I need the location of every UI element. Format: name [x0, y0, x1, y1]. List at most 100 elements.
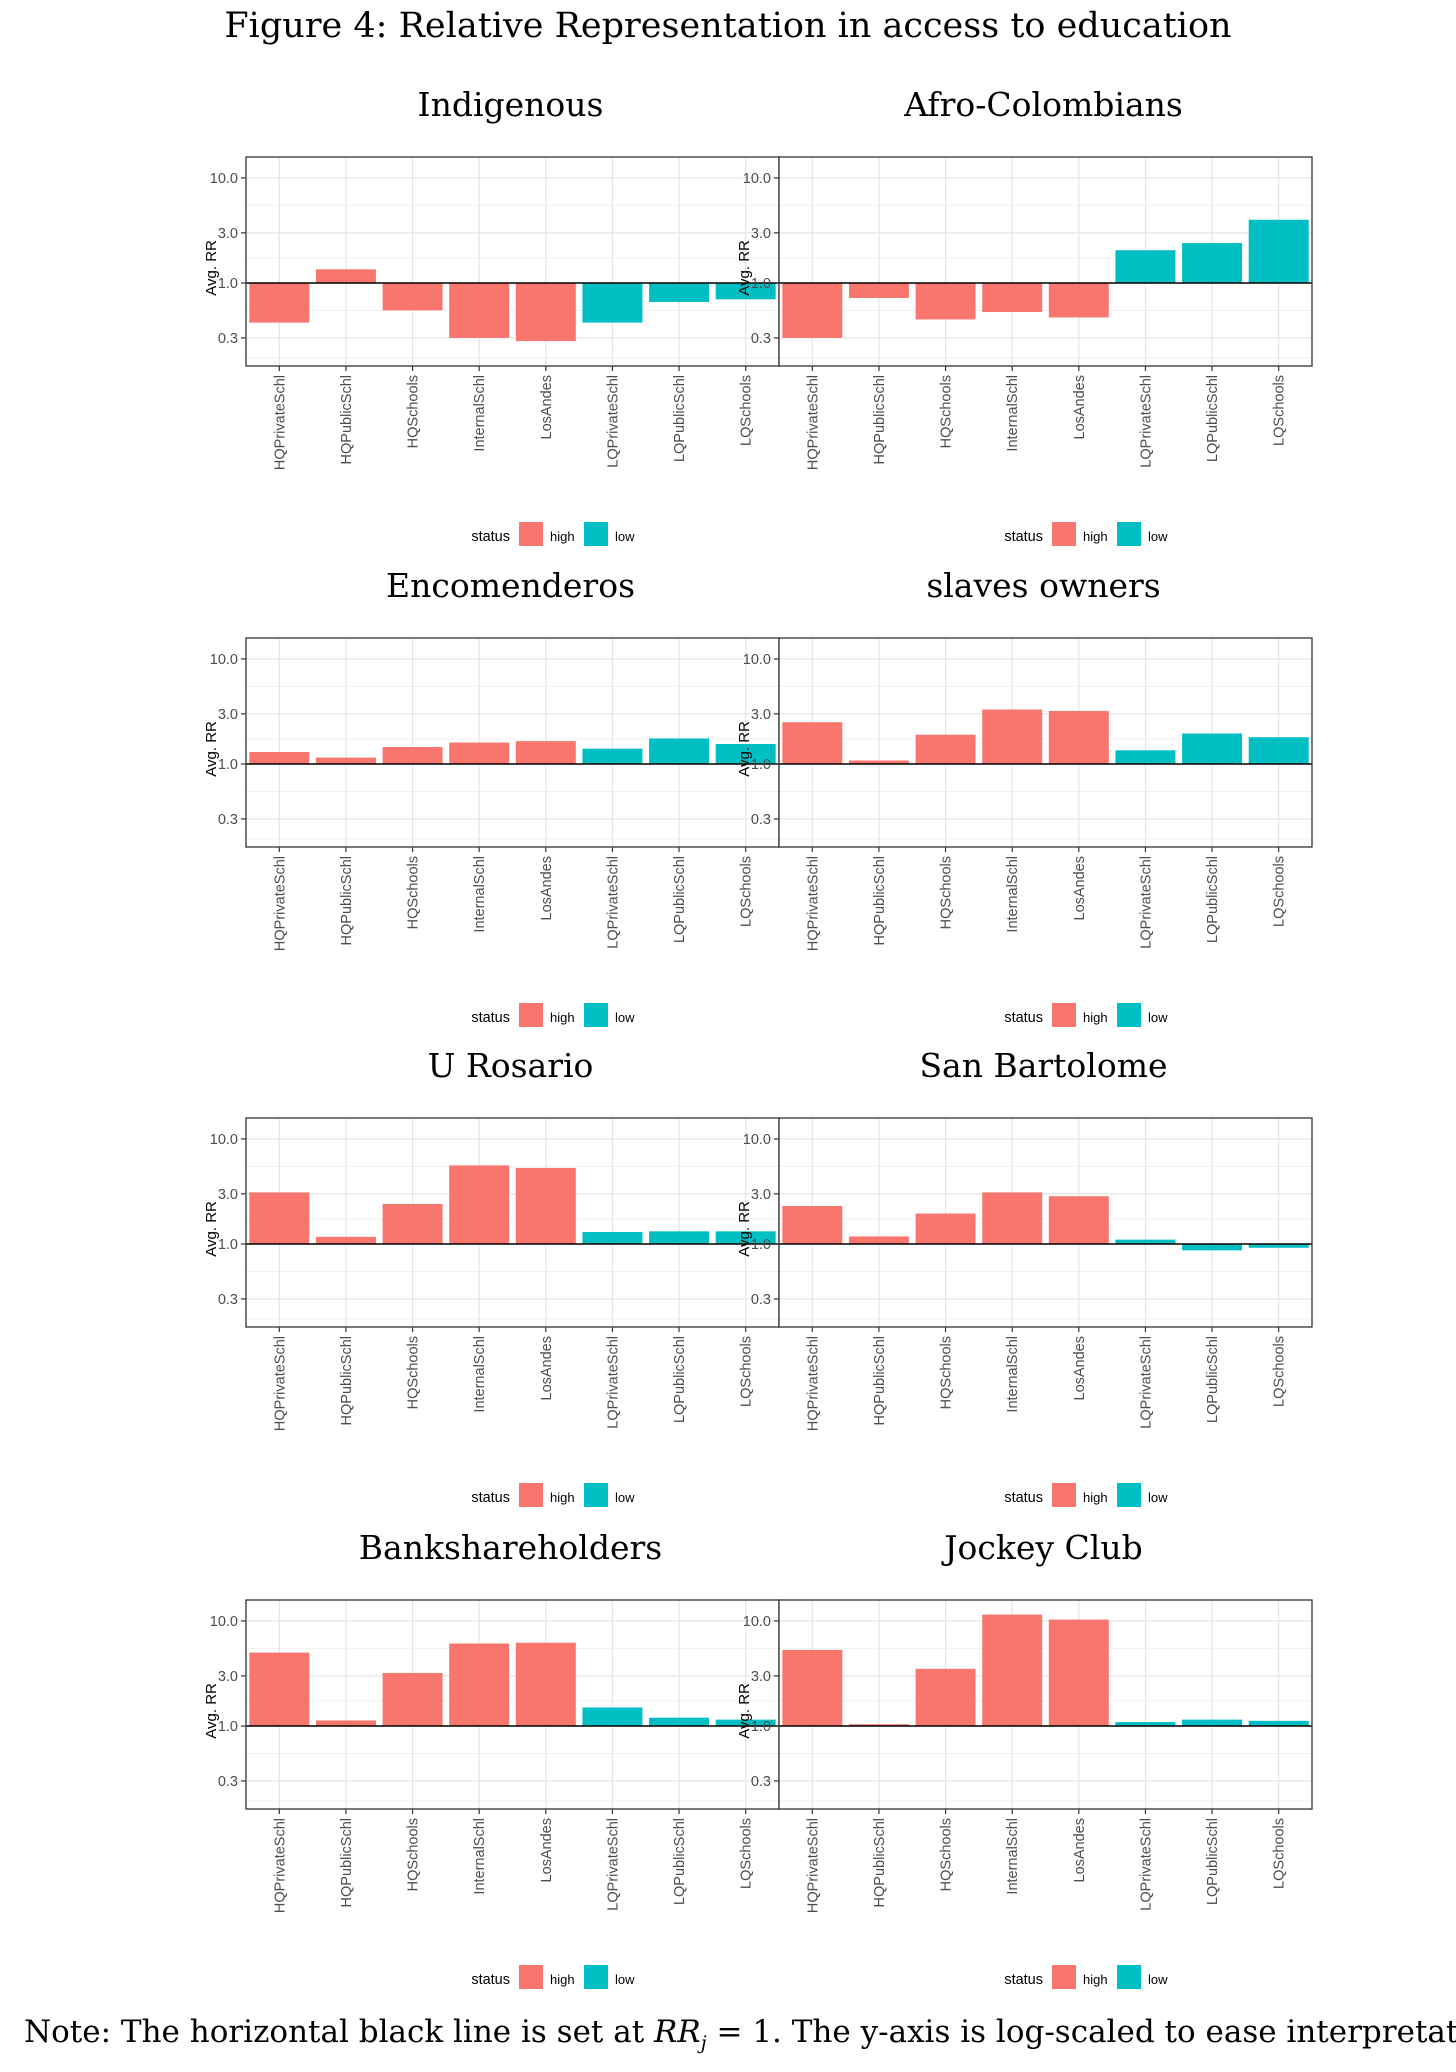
y-axis-title: Avg. RR	[203, 1683, 220, 1739]
y-tick-label: 10.0	[210, 652, 238, 668]
bar-HQSchools	[915, 1213, 976, 1244]
plot-background	[246, 1118, 779, 1327]
x-tick-label: InternalSchl	[1005, 1336, 1021, 1413]
x-tick-label: LosAndes	[539, 856, 555, 921]
note-math-sub: j	[700, 2032, 707, 2055]
bar-HQPrivateSchl	[782, 722, 843, 764]
x-tick-label: HQPublicSchl	[339, 375, 355, 464]
plot-border	[778, 156, 1313, 367]
bar-HQSchools	[915, 734, 976, 764]
chart-panel-4: slaves owners 10.0 3.0 1.0 0.3 HQPrivateSchl H…	[736, 566, 1313, 1027]
y-tick-label: 0.3	[751, 1292, 771, 1308]
legend-label-high: high	[550, 1490, 575, 1505]
x-tick-label: InternalSchl	[472, 1336, 488, 1413]
panel-title: Afro-Colombians	[903, 85, 1183, 124]
y-axis-title: Avg. RR	[736, 240, 753, 296]
bar-LQSchools	[715, 1719, 776, 1726]
bar-InternalSchl	[982, 283, 1043, 312]
x-tick-label: LosAndes	[1072, 1818, 1088, 1883]
x-tick-label: InternalSchl	[1005, 375, 1021, 452]
bar-LQPrivateSchl	[582, 283, 643, 323]
bar-LQPrivateSchl	[582, 748, 643, 764]
y-tick-label: 3.0	[751, 707, 771, 723]
legend-label-low: low	[1148, 529, 1168, 544]
y-tick-label: 3.0	[218, 226, 238, 242]
legend: status high low	[1004, 1003, 1168, 1027]
bar-LosAndes	[1048, 1196, 1109, 1244]
y-tick-label: 1.0	[218, 276, 238, 292]
y-tick-label: 0.3	[751, 331, 771, 347]
chart-panel-7: Bankshareholders 10.0 3.0 1.0 0.3 HQPrivateSc…	[203, 1528, 780, 1989]
bar-LQPublicSchl	[1182, 243, 1243, 283]
y-tick-label: 3.0	[218, 707, 238, 723]
legend: status high low	[471, 522, 635, 546]
legend-title: status	[471, 1490, 510, 1506]
panel-title: U Rosario	[428, 1046, 594, 1085]
x-tick-label: LQPublicSchl	[1205, 375, 1221, 462]
bar-LQPublicSchl	[649, 1717, 710, 1726]
x-tick-label: HQSchools	[939, 375, 955, 448]
legend-label-high: high	[1083, 1010, 1108, 1025]
legend: status high low	[1004, 522, 1168, 546]
x-tick-label: LQPrivateSchl	[1138, 1818, 1154, 1911]
x-tick-label: LQPrivateSchl	[605, 1336, 621, 1429]
x-tick-label: LosAndes	[539, 375, 555, 440]
legend-label-low: low	[1148, 1490, 1168, 1505]
x-tick-label: HQSchools	[406, 1336, 422, 1409]
plot-border	[778, 637, 1313, 848]
x-tick-label: HQPublicSchl	[872, 856, 888, 945]
bar-LQSchools	[1248, 219, 1309, 283]
bar-InternalSchl	[449, 1165, 510, 1244]
figure-note: Note: The horizontal black line is set a…	[24, 2014, 1456, 2054]
panel-title: Indigenous	[418, 85, 604, 124]
y-tick-label: 10.0	[210, 171, 238, 187]
bar-LQPrivateSchl	[582, 1232, 643, 1244]
x-tick-label: LQSchools	[739, 856, 755, 927]
legend-key-low	[1117, 1965, 1141, 1989]
bar-LQSchools	[1248, 737, 1309, 764]
x-tick-label: LQPrivateSchl	[605, 856, 621, 949]
y-tick-label: 1.0	[218, 1719, 238, 1735]
legend-label-low: low	[1148, 1972, 1168, 1987]
y-tick-label: 1.0	[751, 757, 771, 773]
bar-LQSchools	[1248, 1720, 1309, 1726]
bar-LQPrivateSchl	[1115, 250, 1176, 283]
bar-HQPrivateSchl	[782, 1205, 843, 1244]
bar-LosAndes	[515, 1642, 576, 1726]
x-tick-label: HQSchools	[939, 1818, 955, 1891]
legend-label-high: high	[550, 1972, 575, 1987]
chart-panel-2: Afro-Colombians 10.0 3.0 1.0 0.3 HQPrivateSch…	[736, 85, 1313, 546]
bar-InternalSchl	[982, 1192, 1043, 1244]
x-tick-label: LQSchools	[739, 1818, 755, 1889]
bar-HQPrivateSchl	[782, 1649, 843, 1726]
bar-LosAndes	[515, 283, 576, 342]
x-tick-label: LQSchools	[1272, 856, 1288, 927]
y-tick-label: 0.3	[218, 331, 238, 347]
bar-LQPublicSchl	[649, 283, 710, 302]
chart-panel-1: Indigenous 10.0 3.0 1.0 0.3 HQPrivateSchl HQPu…	[203, 85, 780, 546]
legend-key-low	[584, 522, 608, 546]
plot-border	[778, 1599, 1313, 1810]
y-axis-title: Avg. RR	[736, 721, 753, 777]
bar-HQSchools	[915, 283, 976, 320]
legend-key-low	[1117, 1003, 1141, 1027]
y-tick-label: 1.0	[218, 757, 238, 773]
x-tick-label: HQPublicSchl	[339, 856, 355, 945]
legend-label-high: high	[1083, 529, 1108, 544]
bar-HQPublicSchl	[848, 1724, 909, 1726]
bar-LQSchools	[715, 744, 776, 764]
x-tick-label: LQPublicSchl	[1205, 1818, 1221, 1905]
x-tick-label: InternalSchl	[1005, 856, 1021, 933]
legend-title: status	[471, 1972, 510, 1988]
bar-HQPublicSchl	[848, 760, 909, 764]
y-tick-label: 1.0	[751, 276, 771, 292]
bar-HQPublicSchl	[315, 1236, 376, 1244]
x-tick-label: LosAndes	[1072, 375, 1088, 440]
bar-HQPublicSchl	[848, 1236, 909, 1244]
panel-title: Bankshareholders	[359, 1528, 662, 1567]
figure-title: Figure 4: Relative Representation in acc…	[224, 6, 1232, 46]
x-tick-label: LQSchools	[1272, 1818, 1288, 1889]
legend-label-low: low	[615, 1972, 635, 1987]
bar-LQPublicSchl	[1182, 733, 1243, 764]
x-tick-label: LQPublicSchl	[1205, 856, 1221, 943]
